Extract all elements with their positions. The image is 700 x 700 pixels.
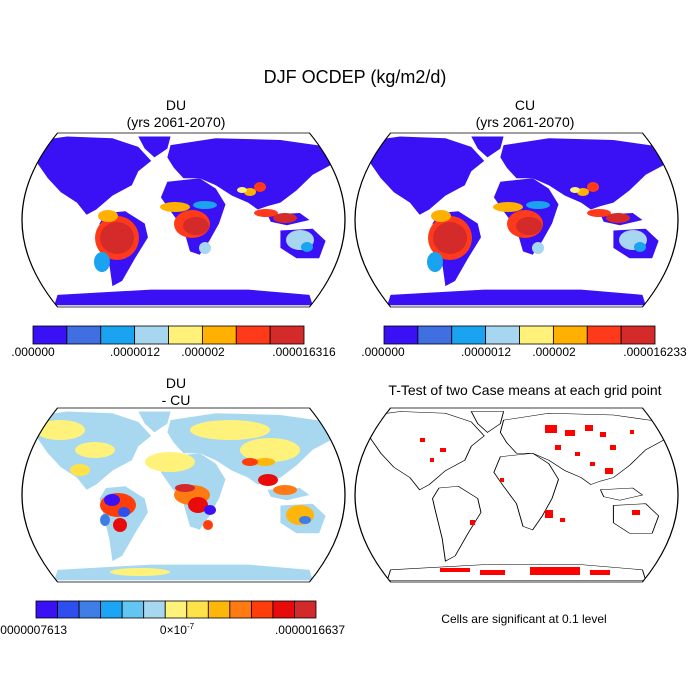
colorbar-du-label-1: .0000012 [110, 345, 160, 359]
colorbar-du-swatch-3 [134, 325, 169, 345]
colorbar-diff-swatch-12 [294, 600, 317, 619]
colorbar-cu-swatch-5 [552, 325, 588, 345]
ocean-area [355, 408, 678, 582]
colorbar-cu-swatch-6 [586, 325, 622, 345]
colorbar-du-swatch-0 [32, 325, 68, 345]
cu-hotspots [427, 182, 647, 272]
colorbar-du [32, 325, 305, 345]
colorbar-cu-swatch-4 [519, 325, 554, 345]
colorbar-diff-swatch-1 [57, 600, 80, 619]
colorbar-diff-swatch-6 [164, 600, 188, 619]
figure-title: DJF OCDEP (kg/m2/d) [264, 67, 447, 87]
zero-exponent-base: 0×10 [160, 623, 187, 637]
du-hotspots [94, 182, 314, 272]
panel-du-subtitle: (yrs 2061-2070) [127, 114, 226, 130]
colorbar-diff-label-2: .0000016637 [275, 623, 345, 637]
colorbar-du-swatch-5 [201, 325, 237, 345]
colorbar-du-swatch-4 [168, 325, 203, 345]
colorbar-diff-swatch-7 [186, 600, 209, 619]
panel-du: DU (yrs 2061-2070) [22, 97, 345, 307]
colorbar-cu [383, 325, 656, 345]
panel-diff-subtitle: - CU [162, 392, 191, 408]
colorbar-cu-swatch-0 [383, 325, 419, 345]
colorbar-cu-label-3: .000016233 [623, 345, 687, 359]
colorbar-du-swatch-2 [100, 325, 136, 345]
panel-difference: DU - CU [22, 375, 345, 582]
colorbar-diff-swatch-2 [78, 600, 102, 619]
colorbar-diff-swatch-0 [35, 600, 58, 619]
colorbar-cu-swatch-7 [620, 325, 656, 345]
colorbar-cu-label-1: .0000012 [461, 345, 511, 359]
diff-patches [35, 420, 314, 576]
colorbar-du-swatch-6 [235, 325, 271, 345]
colorbar-du-label-2: .000002 [181, 345, 225, 359]
zero-exponent-power: -7 [187, 622, 195, 631]
colorbar-du-label-3: .000016316 [272, 345, 336, 359]
colorbar-cu-swatch-3 [485, 325, 520, 345]
panel-diff-title: DU [166, 375, 186, 391]
colorbar-diff-swatch-3 [100, 600, 123, 619]
colorbar-du-swatch-7 [269, 325, 305, 345]
colorbar-diff-label-1: 0×10-7 [160, 622, 195, 637]
ttest-footnote: Cells are significant at 0.1 level [441, 612, 606, 626]
panel-cu-subtitle: (yrs 2061-2070) [476, 114, 575, 130]
panel-du-title: DU [166, 97, 186, 113]
panel-cu-title: CU [515, 97, 535, 113]
panel-ttest-title: T-Test of two Case means at each grid po… [388, 382, 661, 398]
colorbar-diff-swatch-9 [229, 600, 252, 619]
colorbar-diff-swatch-10 [250, 600, 274, 619]
colorbar-diff [35, 600, 317, 619]
colorbar-diff-swatch-4 [121, 600, 145, 619]
colorbar-diff-label-0: .0000007613 [0, 623, 67, 637]
colorbar-du-swatch-1 [66, 325, 102, 345]
colorbar-cu-label-2: .000002 [532, 345, 576, 359]
colorbar-cu-label-0: .000000 [361, 345, 405, 359]
colorbar-diff-swatch-8 [207, 600, 231, 619]
panel-cu: CU (yrs 2061-2070) [355, 97, 678, 307]
colorbar-diff-swatch-5 [143, 600, 166, 619]
colorbar-cu-swatch-2 [451, 325, 487, 345]
colorbar-cu-swatch-1 [417, 325, 453, 345]
significant-cells [420, 425, 640, 575]
colorbar-diff-swatch-11 [272, 600, 295, 619]
colorbar-du-label-0: .000000 [11, 345, 55, 359]
panel-ttest: T-Test of two Case means at each grid po… [355, 382, 678, 626]
